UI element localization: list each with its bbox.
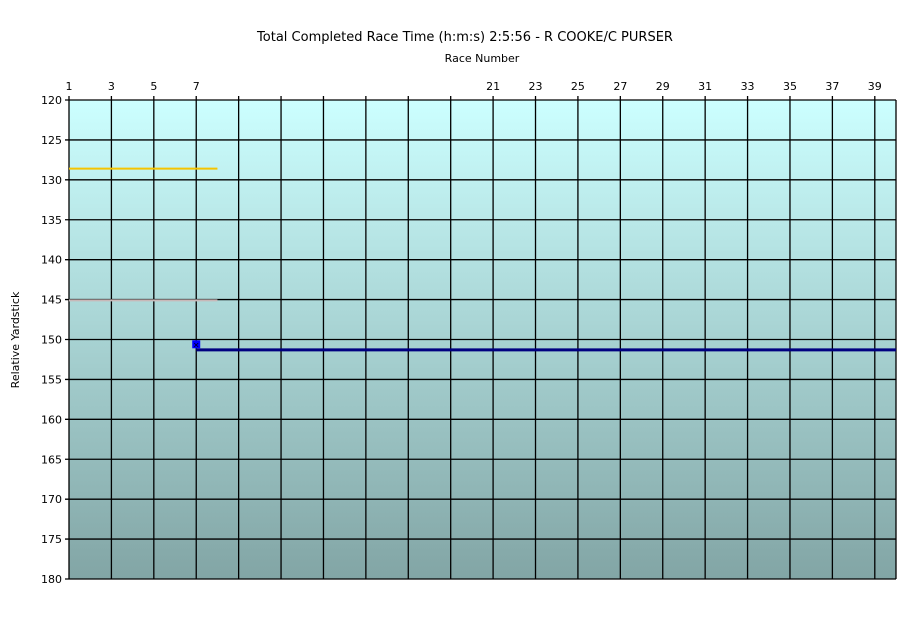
x-tick-label: 39 (868, 80, 882, 93)
x-tick-label: 21 (486, 80, 500, 93)
x-tick-label: 27 (613, 80, 627, 93)
x-tick-label: 37 (825, 80, 839, 93)
x-tick-label: 7 (193, 80, 200, 93)
y-tick-label: 175 (41, 533, 62, 546)
marker-glyph: × (193, 340, 200, 349)
x-axis-label: Race Number (445, 52, 520, 65)
y-tick-label: 165 (41, 453, 62, 466)
x-tick-label: 29 (656, 80, 670, 93)
x-tick-label: 25 (571, 80, 585, 93)
x-tick-label: 33 (741, 80, 755, 93)
x-tick-label: 35 (783, 80, 797, 93)
x-tick-label: 1 (66, 80, 73, 93)
y-tick-label: 150 (41, 334, 62, 347)
y-tick-label: 120 (41, 94, 62, 107)
x-tick-label: 23 (529, 80, 543, 93)
y-tick-label: 160 (41, 413, 62, 426)
y-tick-label: 170 (41, 493, 62, 506)
y-tick-label: 130 (41, 174, 62, 187)
x-tick-label: 5 (150, 80, 157, 93)
y-tick-label: 125 (41, 134, 62, 147)
x-tick-label: 3 (108, 80, 115, 93)
y-tick-label: 140 (41, 254, 62, 267)
y-tick-label: 180 (41, 573, 62, 586)
y-tick-label: 145 (41, 294, 62, 307)
y-axis-label: Relative Yardstick (9, 291, 22, 388)
y-tick-label: 155 (41, 373, 62, 386)
y-tick-label: 135 (41, 214, 62, 227)
chart-title: Total Completed Race Time (h:m:s) 2:5:56… (256, 30, 673, 45)
x-tick-label: 31 (698, 80, 712, 93)
data-point-marker (192, 340, 201, 349)
